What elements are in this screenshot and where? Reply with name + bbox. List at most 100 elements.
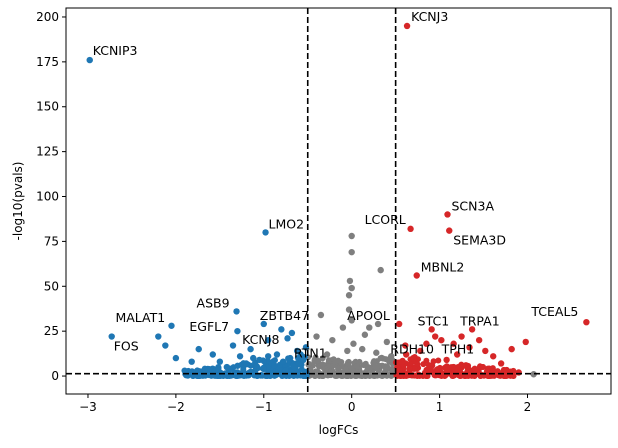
up-point xyxy=(407,361,414,368)
y-tick-label: 125 xyxy=(36,145,59,159)
down-point xyxy=(260,365,267,373)
ns-point xyxy=(319,355,326,362)
down-point xyxy=(216,358,224,365)
ns-point xyxy=(317,311,325,319)
up-point xyxy=(466,344,473,351)
up-point xyxy=(431,333,439,340)
up-point xyxy=(475,336,483,344)
up-point xyxy=(462,362,470,369)
ns-point xyxy=(359,345,366,353)
gene-point xyxy=(428,326,435,333)
up-point xyxy=(435,357,442,364)
y-axis-label: -log10(pvals) xyxy=(11,162,25,241)
up-point xyxy=(443,356,450,364)
up-point xyxy=(425,362,433,369)
ns-point xyxy=(313,333,320,340)
up-point xyxy=(458,333,465,340)
down-point xyxy=(271,362,278,369)
ns-point xyxy=(366,324,373,331)
ns-point xyxy=(361,331,369,338)
up-point xyxy=(420,361,427,368)
down-point xyxy=(256,356,263,364)
ns-point xyxy=(370,359,377,366)
down-point xyxy=(195,345,202,353)
down-point xyxy=(209,351,216,358)
up-point xyxy=(471,365,478,373)
up-point xyxy=(453,351,461,358)
threshold-lines xyxy=(66,8,611,394)
up-point xyxy=(515,369,522,376)
down-point xyxy=(229,342,237,349)
down-point xyxy=(282,367,289,374)
ns-point xyxy=(323,351,331,358)
x-tick-label: −2 xyxy=(167,400,185,414)
ns-point xyxy=(377,355,384,362)
down-point xyxy=(278,326,285,333)
ns-point xyxy=(315,357,322,364)
x-tick-label: 0 xyxy=(348,400,356,414)
down-point xyxy=(273,351,281,358)
up-point xyxy=(442,364,449,371)
up-point xyxy=(479,364,486,371)
down-point xyxy=(243,360,250,367)
up-point xyxy=(410,354,417,362)
ns-point xyxy=(339,324,347,331)
ns-point xyxy=(332,358,339,365)
y-tick-label: 75 xyxy=(44,234,59,248)
gene-label: ZBTB47 xyxy=(260,308,309,323)
gene-label: STC1 xyxy=(418,313,450,328)
down-point xyxy=(201,365,209,373)
gene-point xyxy=(468,326,476,333)
y-tick-label: 0 xyxy=(51,369,59,383)
down-point xyxy=(297,351,304,358)
ns-point xyxy=(329,336,336,344)
x-tick-label: −3 xyxy=(79,400,97,414)
ns-point xyxy=(373,349,380,356)
gene-point xyxy=(583,318,590,326)
x-tick-label: 2 xyxy=(524,400,532,414)
y-axis-ticks: 0 25 50 75 100 125 150 175 200 xyxy=(36,10,66,383)
gene-point xyxy=(233,308,240,315)
gene-label: KCNJ3 xyxy=(411,9,448,24)
down-point xyxy=(223,363,231,371)
down-point xyxy=(284,335,291,342)
y-tick-label: 100 xyxy=(36,190,59,204)
gene-label: TCEAL5 xyxy=(530,304,578,319)
up-point xyxy=(402,351,410,358)
up-point xyxy=(406,365,413,373)
up-point xyxy=(417,347,424,355)
gene-label: APOOL xyxy=(347,308,390,323)
up-point xyxy=(522,338,529,346)
down-point xyxy=(291,371,298,378)
gene-point xyxy=(413,272,420,279)
gene-label: LCORL xyxy=(365,212,406,227)
gene-label: TRPA1 xyxy=(459,313,500,328)
ns-point xyxy=(363,371,370,378)
down-point xyxy=(250,354,257,362)
gene-point xyxy=(264,336,272,344)
gene-label: KCNIP3 xyxy=(93,43,138,58)
ns-point xyxy=(382,364,389,371)
up-point xyxy=(482,347,489,355)
down-point xyxy=(234,369,241,376)
ns-point xyxy=(345,292,353,299)
gene-label: SEMA3D xyxy=(453,233,506,248)
gene-label: RDH10 xyxy=(390,342,434,357)
down-point xyxy=(254,363,261,370)
x-axis-label: logFCs xyxy=(319,423,359,437)
gene-label: LMO2 xyxy=(269,216,305,231)
ns-point xyxy=(344,347,351,355)
down-point xyxy=(236,353,244,360)
down-point xyxy=(155,333,162,340)
down-point xyxy=(291,363,298,371)
gene-point xyxy=(108,333,115,340)
down-point xyxy=(247,345,254,353)
ns-point xyxy=(530,371,537,378)
gene-labels: KCNJ3 KCNIP3 SCN3A LCORL SEMA3D LMO2 MBNL2 ASB9… xyxy=(93,9,579,360)
y-tick-label: 200 xyxy=(36,10,59,24)
ns-point xyxy=(374,320,382,328)
ns-point xyxy=(332,371,339,378)
up-point xyxy=(398,358,405,365)
down-point xyxy=(286,354,294,362)
up-point xyxy=(501,373,508,380)
